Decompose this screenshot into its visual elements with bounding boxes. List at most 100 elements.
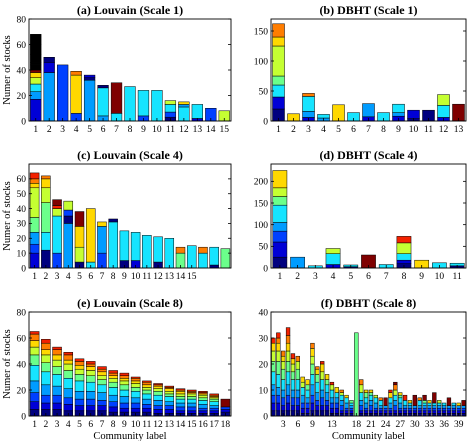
bar [74,211,85,269]
bar [402,394,408,417]
bar-segment [324,400,330,406]
bar-segment [186,402,197,408]
y-tick-label: 60 [17,175,27,185]
x-tick-label: 9 [122,272,127,282]
bar-segment [30,64,42,71]
bar [137,90,150,122]
bar-segment [302,111,315,118]
bar-segment [97,400,107,406]
bar [220,248,231,269]
bar-segment [398,392,403,396]
bar-segment [315,368,320,375]
x-tick-label: 9 [396,125,401,135]
x-tick-label: 8 [111,420,116,430]
x-tick-label: 16 [198,420,208,430]
bar-segment [276,402,281,412]
x-tick-label: 10 [435,272,445,282]
bar-segment [97,85,109,89]
bar-segment [41,362,51,373]
bar [97,85,109,122]
bar-segment [295,368,300,380]
bar [41,175,51,269]
bar-segment [272,204,288,223]
bar-segment [119,407,130,413]
bar-segment [52,354,62,361]
bar [320,361,325,417]
bar-segment [368,400,374,406]
y-tick-label: 0 [263,412,268,422]
bar-segment [329,407,335,414]
bar-segment [300,387,305,396]
bar-segment [52,199,62,206]
bar-segment [339,400,344,406]
bar-segment [108,401,118,408]
bar [83,74,96,122]
x-tick-label: 13 [454,125,464,135]
bar-segment [276,342,281,352]
bar [339,389,344,417]
bar-segment [320,371,325,380]
bar-segment [74,211,85,227]
chart-title: (a) Louvain (Scale 1) [77,3,183,17]
bar [363,389,369,417]
x-tick-label: 30 [410,420,420,430]
bar-segment [363,402,369,409]
bar-segment [83,74,96,78]
bar-segment [198,246,208,254]
chart-title: (f) DBHT (Scale 8) [321,296,416,310]
x-tick-label: 18 [221,420,231,430]
bar-segment [41,354,51,363]
bar-segment [29,183,40,189]
bar-segment [324,374,330,380]
bar-segment [83,79,96,122]
bar-segment [175,388,186,391]
bar-segment [329,384,335,391]
x-tick-label: 4 [331,272,336,282]
bar-segment [334,387,339,393]
bar [85,361,96,417]
bar-segment [63,378,74,389]
bar-segment [441,402,447,406]
bar-segment [85,381,96,392]
x-tick-label: 11 [142,420,151,430]
bar [164,100,177,122]
bar [153,383,163,417]
bar-segment [427,402,432,406]
bar-segment [43,72,55,122]
bar [85,208,96,269]
x-tick-label: 24 [381,420,391,430]
bar [393,381,398,417]
bar-segment [41,394,51,404]
bar-segment [339,389,344,393]
bar-segment [373,402,378,409]
x-tick-label: 11 [424,125,433,135]
bar [302,93,315,122]
bar-segment [349,405,354,409]
bar-segment [363,392,369,399]
bar-segment [175,246,186,254]
bar-segment [324,384,330,393]
bar-segment [52,205,62,209]
bar-segment [315,400,320,406]
bar-segment [97,226,107,254]
bar-segment [164,100,177,105]
bar-segment [130,378,141,382]
bar-segment [417,400,422,406]
bar-segment [310,374,315,386]
bar [271,337,276,417]
bar-segment [85,361,96,365]
bar-segment [63,200,74,211]
x-tick-label: 17 [209,420,219,430]
bar-segment [74,226,85,248]
x-tick-label: 10 [131,272,141,282]
bar-segment [324,379,330,386]
bar-segment [417,410,422,414]
bar-segment [142,407,152,413]
bar-segment [29,217,40,233]
bar-segment [97,368,107,373]
y-tick-label: 40 [17,205,27,215]
bar-segment [276,374,281,388]
x-tick-label: 3 [281,420,286,430]
bar-segment [402,405,408,409]
